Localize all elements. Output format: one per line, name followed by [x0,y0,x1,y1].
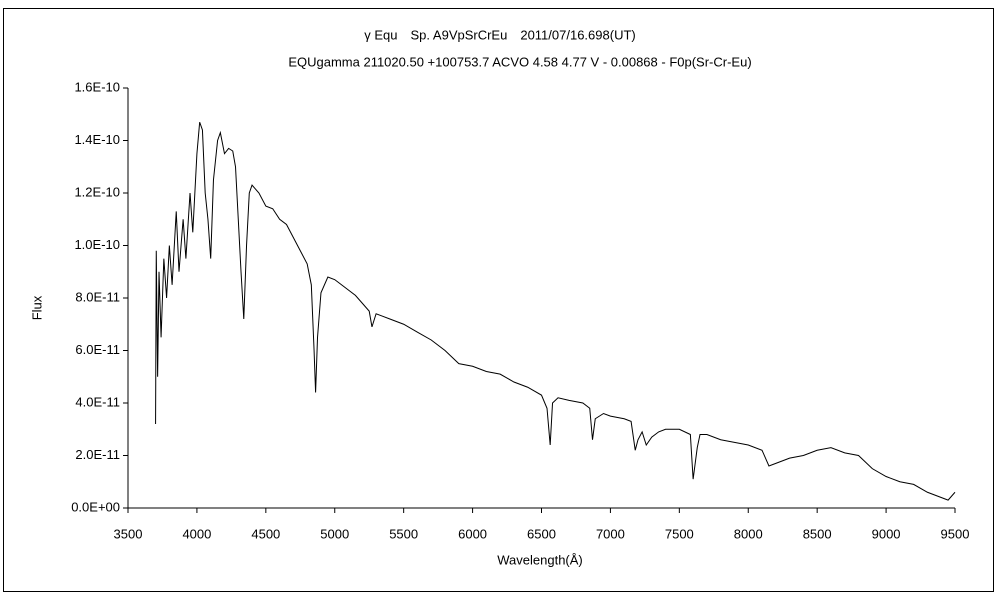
x-tick-label: 5500 [389,526,418,541]
x-tick-label: 4000 [182,526,211,541]
y-tick-label: 1.6E-10 [74,79,120,94]
y-tick-label: 1.2E-10 [74,184,120,199]
x-tick-label: 9000 [872,526,901,541]
x-tick-label: 6000 [458,526,487,541]
x-tick-label: 4500 [251,526,280,541]
x-tick-label: 7000 [596,526,625,541]
x-tick-label: 8000 [734,526,763,541]
y-axis-label: Flux [29,295,44,320]
y-tick-label: 2.0E-11 [75,447,120,462]
x-tick-label: 3500 [114,526,143,541]
x-axis-label: Wavelength(Å) [497,552,583,567]
spectrum-line [155,121,956,501]
x-tick-label: 7500 [665,526,694,541]
x-tick-label: 6500 [527,526,556,541]
x-tick-label: 9500 [941,526,970,541]
y-tick-label: 6.0E-11 [75,342,120,357]
y-tick-label: 1.4E-10 [74,132,120,147]
chart-subtitle: EQUgamma 211020.50 +100753.7 ACVO 4.58 4… [288,54,751,69]
y-tick-label: 0.0E+00 [71,499,120,514]
y-tick-label: 4.0E-11 [75,394,120,409]
x-tick-label: 5000 [320,526,349,541]
y-tick-label: 1.0E-10 [74,237,120,252]
chart-title: γ Equ Sp. A9VpSrCrEu 2011/07/16.698(UT) [364,27,635,42]
y-tick-label: 8.0E-11 [75,289,120,304]
chart-border [3,8,994,592]
x-tick-label: 8500 [803,526,832,541]
